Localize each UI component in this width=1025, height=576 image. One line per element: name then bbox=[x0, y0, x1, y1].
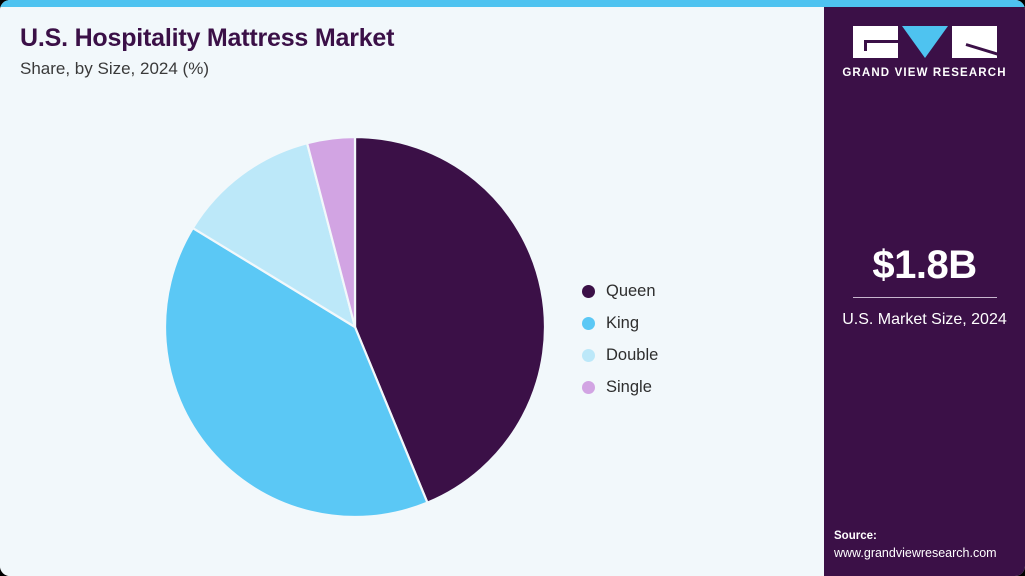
logo-marks bbox=[824, 26, 1025, 58]
chart-legend: Queen King Double Single bbox=[582, 275, 782, 403]
legend-label-double: Double bbox=[606, 345, 659, 364]
pie-slice-single[interactable] bbox=[305, 137, 357, 328]
legend-label-king: King bbox=[606, 313, 640, 332]
legend-item-double[interactable]: Double bbox=[582, 339, 782, 371]
legend-label-single: Single bbox=[606, 377, 652, 396]
chart-panel: U.S. Hospitality Mattress Market Share, … bbox=[0, 7, 824, 576]
legend-swatch-single bbox=[582, 380, 595, 394]
legend-swatch-king bbox=[582, 316, 595, 330]
legend-item-queen[interactable]: Queen bbox=[582, 275, 782, 307]
title-block: U.S. Hospitality Mattress Market Share, … bbox=[20, 24, 780, 78]
grand-view-research-logo: GRAND VIEW RESEARCH bbox=[824, 26, 1025, 79]
legend-label-queen: Queen bbox=[606, 281, 656, 300]
legend-swatch-queen bbox=[582, 284, 595, 298]
pie-slice-king[interactable] bbox=[165, 226, 429, 517]
market-size-callout: $1.8B U.S. Market Size, 2024 bbox=[824, 245, 1025, 331]
legend-item-king[interactable]: King bbox=[582, 307, 782, 339]
market-size-value: $1.8B bbox=[872, 243, 977, 287]
pie-slice-group bbox=[165, 137, 545, 517]
page-title: U.S. Hospitality Mattress Market bbox=[20, 24, 395, 52]
pie-chart bbox=[165, 137, 545, 517]
logo-letter-r-icon bbox=[951, 26, 997, 58]
logo-letter-g-icon bbox=[852, 26, 898, 58]
pie-chart-svg bbox=[165, 137, 545, 517]
logo-wordmark: GRAND VIEW RESEARCH bbox=[842, 67, 1007, 79]
page-subtitle: Share, by Size, 2024 (%) bbox=[20, 58, 209, 78]
market-size-caption: U.S. Market Size, 2024 bbox=[842, 311, 1007, 328]
stat-divider bbox=[852, 297, 997, 298]
logo-letter-v-triangle-icon bbox=[901, 26, 948, 58]
source-block: Source: www.grandviewresearch.com bbox=[834, 528, 1024, 562]
legend-item-single[interactable]: Single bbox=[582, 371, 782, 403]
pie-slice-double[interactable] bbox=[191, 141, 357, 330]
top-accent-bar bbox=[0, 0, 1025, 7]
source-url[interactable]: www.grandviewresearch.com bbox=[834, 546, 997, 561]
brand-sidebar: GRAND VIEW RESEARCH $1.8B U.S. Market Si… bbox=[824, 7, 1025, 576]
pie-slice-queen[interactable] bbox=[353, 137, 545, 505]
legend-swatch-double bbox=[582, 348, 595, 362]
source-label: Source: bbox=[834, 530, 877, 543]
